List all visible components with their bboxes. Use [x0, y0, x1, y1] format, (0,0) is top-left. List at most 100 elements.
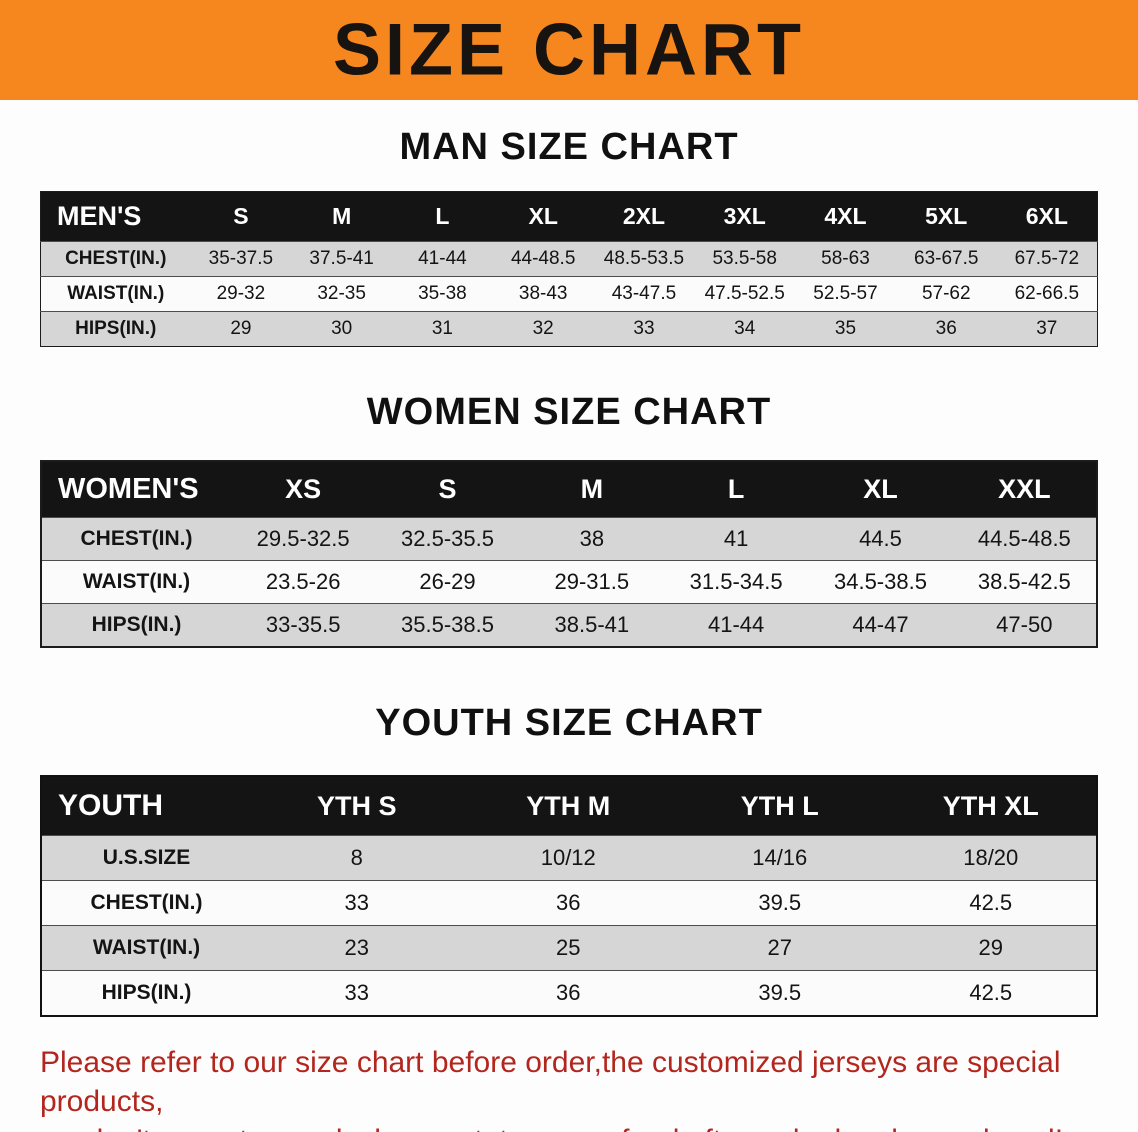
measurement-value-cell: 29-32	[190, 276, 292, 312]
measurement-value-cell: 35.5-38.5	[375, 603, 520, 647]
measurement-label-cell: CHEST(IN.)	[41, 517, 231, 561]
size-header-cell: S	[190, 191, 292, 242]
measurement-value-cell: 42.5	[885, 970, 1097, 1016]
measurement-value-cell: 62-66.5	[996, 276, 1098, 312]
measurement-value-cell: 26-29	[375, 560, 520, 604]
youth-section-heading: YOUTH SIZE CHART	[375, 702, 763, 744]
measurement-value-cell: 43-47.5	[593, 276, 695, 312]
measurement-label-cell: U.S.SIZE	[41, 835, 251, 881]
measurement-row: HIPS(IN.) 33 36 39.5 42.5	[41, 970, 1097, 1016]
title-banner: SIZE CHART	[0, 0, 1138, 100]
table-title-cell: WOMEN'S	[41, 461, 231, 518]
size-header-cell: 5XL	[895, 191, 997, 242]
measurement-value-cell: 39.5	[674, 970, 886, 1016]
measurement-value-cell: 35-38	[392, 276, 493, 312]
size-header-cell: 2XL	[593, 191, 695, 242]
measurement-value-cell: 53.5-58	[694, 241, 796, 277]
measurement-value-cell: 38	[519, 517, 664, 561]
women-size-table: WOMEN'S XS S M L XL XXL CHEST(IN.) 29.5-32.5 32.5…	[40, 460, 1098, 648]
measurement-value-cell: 41	[663, 517, 809, 561]
measurement-row: CHEST(IN.) 35-37.5 37.5-41 41-44 44-48.5 48.5…	[40, 241, 1098, 277]
size-header-cell: YTH M	[462, 776, 674, 836]
measurement-row: CHEST(IN.) 33 36 39.5 42.5	[41, 880, 1097, 926]
measurement-value-cell: 27	[674, 925, 886, 971]
order-policy-line-2: we don't accept cancel, change, teturn o…	[40, 1121, 1100, 1132]
measurement-value-cell: 33-35.5	[231, 603, 376, 647]
section-youth: YOUTH SIZE CHART YOUTH YTH S YTH M YTH L YTH…	[0, 702, 1138, 1017]
measurement-value-cell: 29-31.5	[519, 560, 664, 604]
measurement-value-cell: 18/20	[885, 835, 1097, 881]
men-section-heading: MAN SIZE CHART	[399, 126, 739, 168]
size-header-cell: M	[291, 191, 393, 242]
measurement-value-cell: 38.5-41	[519, 603, 664, 647]
measurement-value-cell: 52.5-57	[795, 276, 896, 312]
size-header-cell: XL	[492, 191, 594, 242]
measurement-value-cell: 33	[251, 880, 463, 926]
measurement-value-cell: 33	[593, 311, 695, 347]
table-header-row: YOUTH YTH S YTH M YTH L YTH XL	[41, 776, 1097, 836]
size-header-cell: L	[392, 191, 493, 242]
size-header-cell: 4XL	[795, 191, 896, 242]
size-header-cell: YTH XL	[885, 776, 1097, 836]
measurement-value-cell: 47-50	[952, 603, 1097, 647]
page-title: SIZE CHART	[333, 9, 805, 91]
measurement-value-cell: 35-37.5	[190, 241, 292, 277]
measurement-label-cell: CHEST(IN.)	[40, 241, 191, 277]
measurement-row: HIPS(IN.) 29 30 31 32 33 34 35 36 37	[40, 311, 1098, 347]
measurement-value-cell: 47.5-52.5	[694, 276, 796, 312]
size-header-cell: L	[663, 461, 809, 518]
measurement-value-cell: 58-63	[795, 241, 896, 277]
measurement-label-cell: CHEST(IN.)	[41, 880, 251, 926]
measurement-value-cell: 33	[251, 970, 463, 1016]
measurement-value-cell: 31	[392, 311, 493, 347]
size-header-cell: YTH L	[674, 776, 886, 836]
measurement-row: U.S.SIZE 8 10/12 14/16 18/20	[41, 835, 1097, 881]
table-header-row: WOMEN'S XS S M L XL XXL	[41, 461, 1097, 518]
size-header-cell: 6XL	[996, 191, 1098, 242]
measurement-value-cell: 29.5-32.5	[231, 517, 376, 561]
measurement-value-cell: 29	[190, 311, 292, 347]
measurement-value-cell: 29	[885, 925, 1097, 971]
measurement-row: WAIST(IN.) 23 25 27 29	[41, 925, 1097, 971]
men-size-table: MEN'S S M L XL 2XL 3XL 4XL 5XL 6XL CHEST(IN.) 35-37…	[40, 191, 1098, 347]
measurement-value-cell: 23.5-26	[231, 560, 376, 604]
measurement-label-cell: HIPS(IN.)	[41, 970, 251, 1016]
measurement-value-cell: 37.5-41	[291, 241, 393, 277]
youth-size-table: YOUTH YTH S YTH M YTH L YTH XL U.S.SIZE 8 10/12…	[40, 775, 1098, 1017]
measurement-value-cell: 34	[694, 311, 796, 347]
measurement-value-cell: 37	[996, 311, 1098, 347]
order-policy-notice: Please refer to our size chart before or…	[40, 1043, 1100, 1132]
measurement-value-cell: 44-48.5	[492, 241, 594, 277]
measurement-row: WAIST(IN.) 29-32 32-35 35-38 38-43 43-47.5 47.…	[40, 276, 1098, 312]
measurement-value-cell: 48.5-53.5	[593, 241, 695, 277]
table-title-cell: MEN'S	[40, 191, 191, 242]
measurement-value-cell: 67.5-72	[996, 241, 1098, 277]
measurement-value-cell: 30	[291, 311, 393, 347]
measurement-value-cell: 14/16	[674, 835, 886, 881]
measurement-value-cell: 38-43	[492, 276, 594, 312]
table-header-row: MEN'S S M L XL 2XL 3XL 4XL 5XL 6XL	[40, 191, 1098, 242]
measurement-value-cell: 32.5-35.5	[375, 517, 520, 561]
measurement-value-cell: 41-44	[663, 603, 809, 647]
section-women: WOMEN SIZE CHART WOMEN'S XS S M L XL XXL CHEST(…	[0, 391, 1138, 648]
measurement-value-cell: 36	[462, 970, 674, 1016]
measurement-row: CHEST(IN.) 29.5-32.5 32.5-35.5 38 41 44.5 44.5…	[41, 517, 1097, 561]
measurement-value-cell: 25	[462, 925, 674, 971]
measurement-value-cell: 34.5-38.5	[808, 560, 953, 604]
measurement-value-cell: 42.5	[885, 880, 1097, 926]
size-header-cell: 3XL	[694, 191, 796, 242]
measurement-value-cell: 44.5	[808, 517, 953, 561]
measurement-value-cell: 10/12	[462, 835, 674, 881]
measurement-value-cell: 8	[251, 835, 463, 881]
measurement-value-cell: 31.5-34.5	[663, 560, 809, 604]
measurement-label-cell: WAIST(IN.)	[41, 560, 231, 604]
measurement-row: WAIST(IN.) 23.5-26 26-29 29-31.5 31.5-34.5 34…	[41, 560, 1097, 604]
size-header-cell: XS	[231, 461, 376, 518]
measurement-value-cell: 57-62	[895, 276, 997, 312]
order-policy-line-1: Please refer to our size chart before or…	[40, 1046, 1061, 1118]
measurement-value-cell: 32	[492, 311, 594, 347]
measurement-value-cell: 35	[795, 311, 896, 347]
measurement-label-cell: HIPS(IN.)	[41, 603, 231, 647]
measurement-value-cell: 63-67.5	[895, 241, 997, 277]
measurement-value-cell: 39.5	[674, 880, 886, 926]
